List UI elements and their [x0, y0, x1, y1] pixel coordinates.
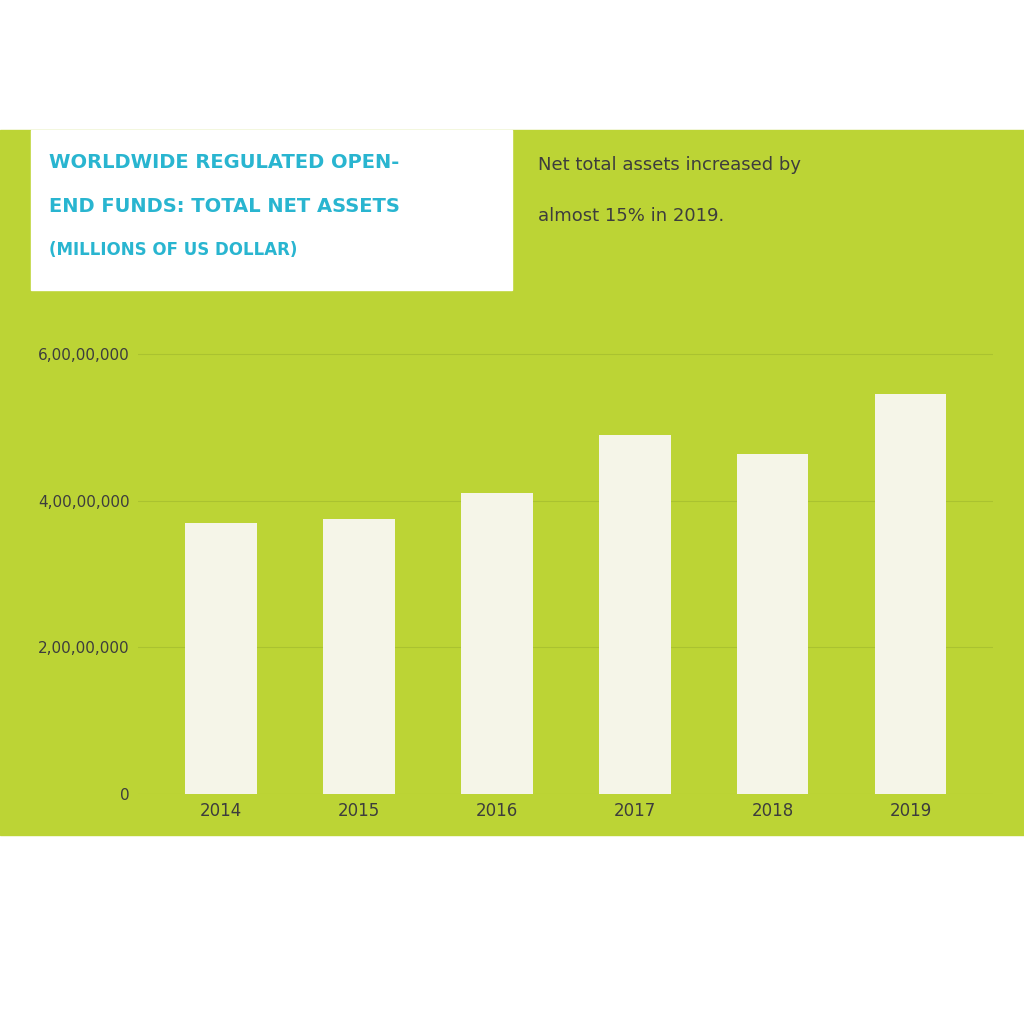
Text: almost 15% in 2019.: almost 15% in 2019.: [538, 207, 724, 225]
Bar: [737, 455, 809, 794]
Text: WORLDWIDE REGULATED OPEN-: WORLDWIDE REGULATED OPEN-: [49, 153, 399, 172]
Bar: [185, 522, 257, 794]
Text: (MILLIONS OF US DOLLAR): (MILLIONS OF US DOLLAR): [49, 241, 298, 259]
Text: Net total assets increased by: Net total assets increased by: [538, 156, 801, 174]
Bar: [323, 519, 395, 794]
Bar: [599, 434, 671, 794]
Bar: [461, 494, 532, 794]
Text: END FUNDS: TOTAL NET ASSETS: END FUNDS: TOTAL NET ASSETS: [49, 197, 400, 216]
Bar: [874, 394, 946, 794]
